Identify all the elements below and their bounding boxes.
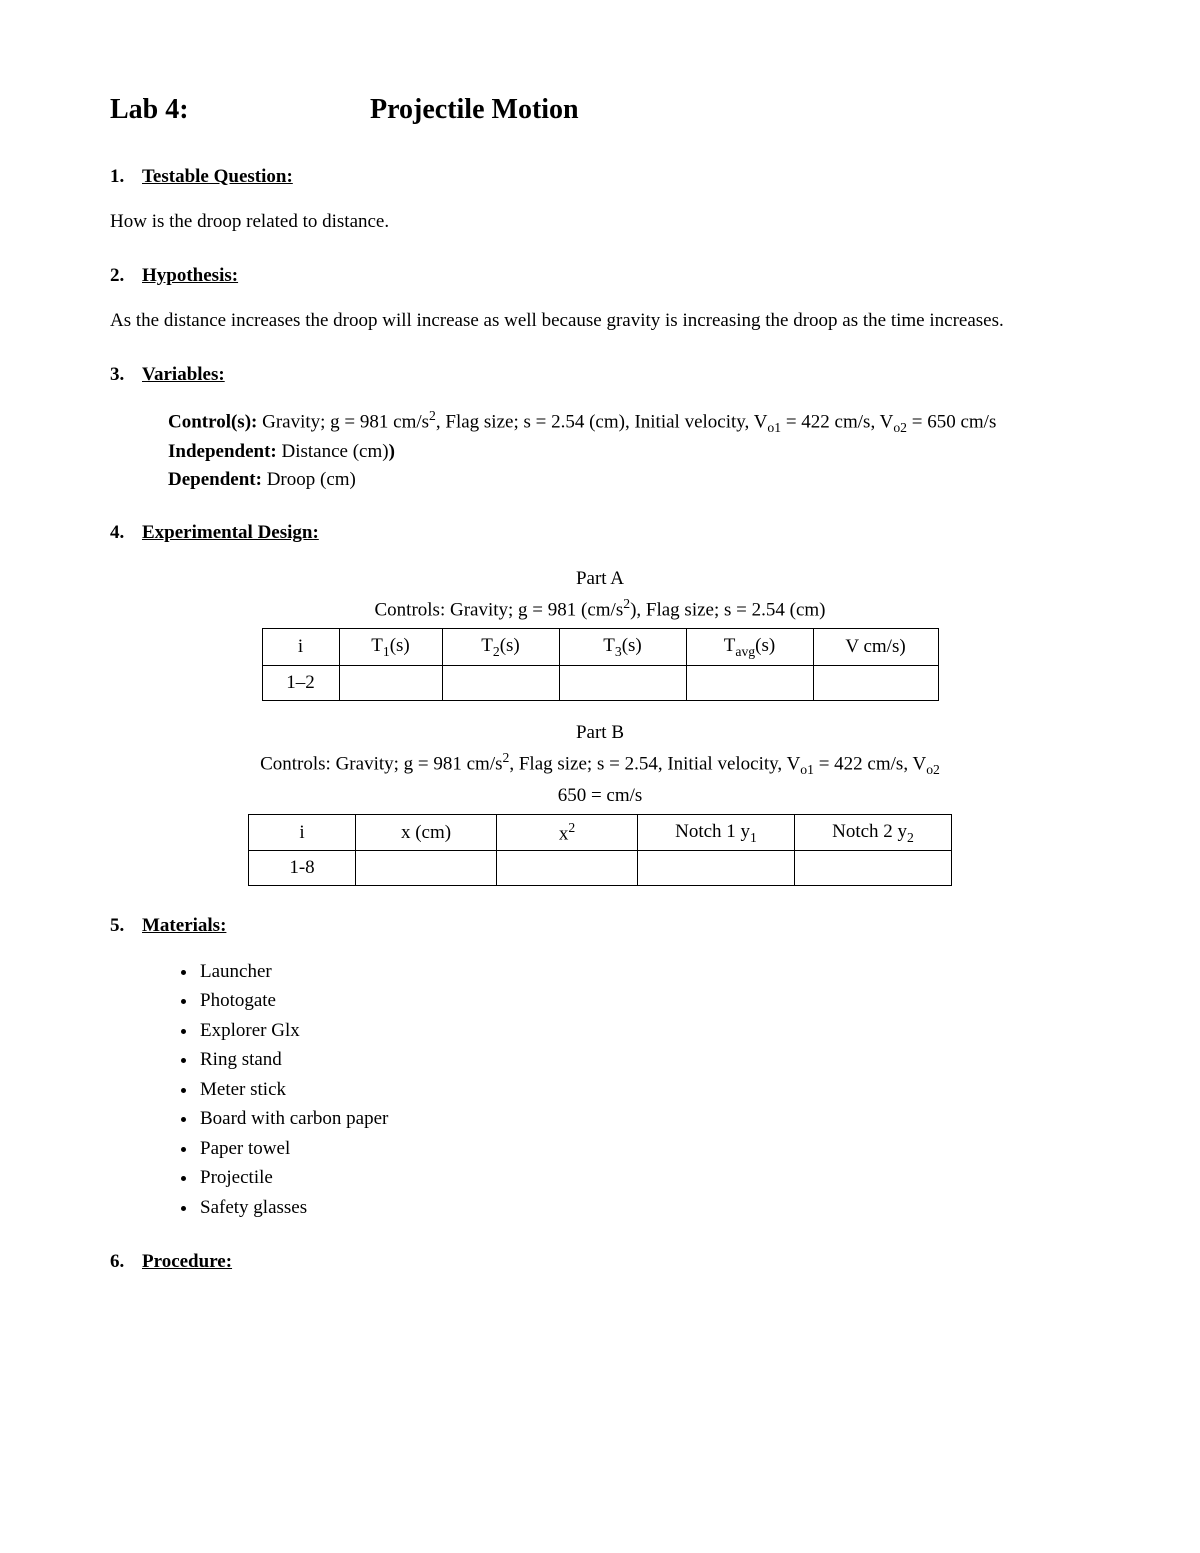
- section-3-heading: 3.Variables:: [110, 361, 1090, 389]
- cell: [356, 851, 497, 886]
- cell: [638, 851, 795, 886]
- list-item: Safety glasses: [198, 1194, 1090, 1222]
- variables-controls: Control(s): Gravity; g = 981 cm/s2, Flag…: [168, 406, 1090, 438]
- section-num: 5.: [110, 912, 142, 940]
- list-item: Meter stick: [198, 1076, 1090, 1104]
- variables-block: Control(s): Gravity; g = 981 cm/s2, Flag…: [168, 406, 1090, 493]
- testable-question-text: How is the droop related to distance.: [110, 208, 1090, 236]
- section-title: Hypothesis:: [142, 265, 238, 286]
- section-title: Procedure:: [142, 1251, 232, 1272]
- list-item: Projectile: [198, 1164, 1090, 1192]
- cell-i: 1-8: [249, 851, 356, 886]
- lab-number: Lab 4:: [110, 90, 370, 131]
- section-num: 4.: [110, 519, 142, 547]
- cell: [686, 666, 813, 701]
- part-b-ctrls-pre: Controls: Gravity; g = 981 cm/s: [260, 753, 502, 774]
- cell: [497, 851, 638, 886]
- list-item: Launcher: [198, 958, 1090, 986]
- part-b-table: i x (cm) x2 Notch 1 y1 Notch 2 y2 1-8: [248, 814, 952, 886]
- table-header-row: i T1(s) T2(s) T3(s) Tavg(s) V cm/s): [262, 629, 938, 666]
- cell: [795, 851, 952, 886]
- col-n2: Notch 2 y2: [795, 814, 952, 851]
- controls-text-2: , Flag size; s = 2.54 (cm), Initial velo…: [436, 412, 768, 433]
- controls-text-1: Gravity; g = 981 cm/s: [257, 412, 429, 433]
- sub-o2: o2: [926, 762, 940, 777]
- section-title: Experimental Design:: [142, 522, 319, 543]
- col-t1: T1(s): [339, 629, 442, 666]
- controls-text-3: = 422 cm/s, V: [781, 412, 893, 433]
- section-2-heading: 2.Hypothesis:: [110, 262, 1090, 290]
- table-row: 1–2: [262, 666, 938, 701]
- sub-o1: o1: [800, 762, 814, 777]
- part-b-controls: Controls: Gravity; g = 981 cm/s2, Flag s…: [110, 748, 1090, 780]
- materials-list: LauncherPhotogateExplorer GlxRing standM…: [198, 958, 1090, 1222]
- controls-label: Control(s):: [168, 412, 257, 433]
- cell-i: 1–2: [262, 666, 339, 701]
- section-num: 3.: [110, 361, 142, 389]
- section-4-heading: 4.Experimental Design:: [110, 519, 1090, 547]
- cell: [442, 666, 559, 701]
- variables-independent: Independent: Distance (cm)): [168, 438, 1090, 466]
- lab-title: Lab 4:Projectile Motion: [110, 90, 1090, 131]
- hypothesis-text: As the distance increases the droop will…: [110, 307, 1090, 335]
- section-num: 2.: [110, 262, 142, 290]
- lab-name: Projectile Motion: [370, 94, 579, 125]
- col-t3: T3(s): [559, 629, 686, 666]
- col-n1: Notch 1 y1: [638, 814, 795, 851]
- list-item: Photogate: [198, 987, 1090, 1015]
- part-a-ctrls-pre: Controls: Gravity; g = 981 (cm/s: [375, 600, 624, 621]
- col-t2: T2(s): [442, 629, 559, 666]
- sub-o2: o2: [893, 420, 907, 435]
- list-item: Ring stand: [198, 1046, 1090, 1074]
- cell: [813, 666, 938, 701]
- section-1-heading: 1.Testable Question:: [110, 163, 1090, 191]
- list-item: Paper towel: [198, 1135, 1090, 1163]
- table-row: 1-8: [249, 851, 952, 886]
- col-i: i: [249, 814, 356, 851]
- col-v: V cm/s): [813, 629, 938, 666]
- col-tavg: Tavg(s): [686, 629, 813, 666]
- cell: [339, 666, 442, 701]
- col-x2: x2: [497, 814, 638, 851]
- part-a-table: i T1(s) T2(s) T3(s) Tavg(s) V cm/s) 1–2: [262, 628, 939, 700]
- part-a-title: Part A: [110, 565, 1090, 593]
- list-item: Explorer Glx: [198, 1017, 1090, 1045]
- squared-sup: 2: [429, 408, 436, 423]
- section-title: Materials:: [142, 915, 226, 936]
- part-b-ctrls-mid2: = 422 cm/s, V: [814, 753, 926, 774]
- table-header-row: i x (cm) x2 Notch 1 y1 Notch 2 y2: [249, 814, 952, 851]
- part-b-ctrls-mid: , Flag size; s = 2.54, Initial velocity,…: [509, 753, 800, 774]
- section-num: 1.: [110, 163, 142, 191]
- section-title: Testable Question:: [142, 166, 293, 187]
- sub-o1: o1: [767, 420, 781, 435]
- list-item: Board with carbon paper: [198, 1105, 1090, 1133]
- dependent-label: Dependent:: [168, 469, 262, 490]
- controls-text-4: = 650 cm/s: [907, 412, 996, 433]
- cell: [559, 666, 686, 701]
- col-i: i: [262, 629, 339, 666]
- part-a-ctrls-post: ), Flag size; s = 2.54 (cm): [630, 600, 825, 621]
- section-5-heading: 5.Materials:: [110, 912, 1090, 940]
- section-num: 6.: [110, 1248, 142, 1276]
- independent-label: Independent:: [168, 441, 277, 462]
- col-x: x (cm): [356, 814, 497, 851]
- dependent-text: Droop (cm): [262, 469, 356, 490]
- section-title: Variables:: [142, 364, 225, 385]
- part-b-title: Part B: [110, 719, 1090, 747]
- independent-text: Distance (cm): [277, 441, 389, 462]
- section-6-heading: 6.Procedure:: [110, 1248, 1090, 1276]
- part-a-controls: Controls: Gravity; g = 981 (cm/s2), Flag…: [110, 594, 1090, 624]
- variables-dependent: Dependent: Droop (cm): [168, 466, 1090, 494]
- part-b-controls-line2: 650 = cm/s: [110, 782, 1090, 810]
